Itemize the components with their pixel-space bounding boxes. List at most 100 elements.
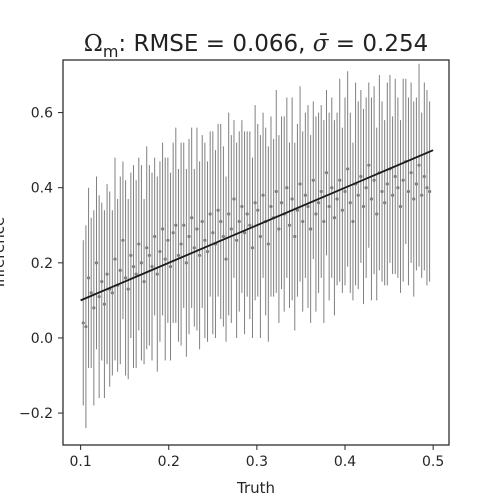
data-point bbox=[171, 231, 175, 235]
data-point bbox=[245, 212, 249, 216]
data-point bbox=[174, 223, 178, 227]
data-point bbox=[200, 219, 204, 224]
data-point bbox=[158, 249, 162, 254]
data-point bbox=[380, 189, 384, 194]
y-tick-label: 0.0 bbox=[31, 331, 53, 347]
data-point bbox=[372, 178, 376, 182]
data-point bbox=[356, 193, 360, 197]
data-point bbox=[248, 223, 252, 227]
data-point bbox=[142, 280, 146, 284]
data-point bbox=[340, 208, 344, 212]
data-point bbox=[346, 167, 350, 171]
data-point bbox=[126, 287, 130, 291]
data-point bbox=[343, 189, 347, 194]
data-point bbox=[123, 276, 128, 280]
data-point bbox=[224, 257, 228, 261]
data-point bbox=[129, 253, 133, 257]
data-point bbox=[216, 208, 220, 212]
data-point bbox=[227, 212, 231, 216]
data-point bbox=[285, 186, 289, 190]
x-tick-label: 0.4 bbox=[334, 454, 356, 470]
data-point bbox=[256, 208, 260, 212]
data-point bbox=[261, 193, 265, 197]
data-point bbox=[118, 268, 122, 272]
data-point bbox=[192, 246, 196, 250]
data-point bbox=[184, 261, 188, 265]
plot-marks bbox=[80, 63, 434, 429]
data-point bbox=[420, 193, 424, 197]
data-point bbox=[84, 325, 88, 329]
x-tick-label: 0.2 bbox=[158, 454, 180, 470]
title-symbol: Ω bbox=[84, 31, 103, 57]
data-point bbox=[290, 197, 294, 201]
data-point bbox=[332, 216, 337, 220]
data-point bbox=[166, 238, 170, 242]
data-point bbox=[219, 219, 223, 224]
data-point bbox=[361, 204, 366, 209]
data-point bbox=[203, 238, 207, 242]
data-point bbox=[295, 208, 300, 212]
data-point bbox=[205, 249, 210, 254]
data-point bbox=[92, 306, 96, 310]
plot-frame bbox=[62, 59, 450, 446]
data-point bbox=[240, 204, 244, 209]
y-tick-label: 0.2 bbox=[31, 256, 53, 272]
data-point bbox=[89, 291, 93, 295]
data-point bbox=[422, 174, 426, 179]
data-point bbox=[145, 246, 149, 250]
data-point bbox=[367, 163, 371, 167]
data-point bbox=[208, 212, 212, 216]
data-point bbox=[398, 204, 403, 209]
data-point bbox=[390, 193, 395, 197]
axes-layer: 0.1 0.2 0.3 0.4 0.5 −0.2 0.0 0.2 0.4 0.6 bbox=[19, 59, 450, 470]
data-point bbox=[324, 171, 329, 175]
data-point bbox=[409, 171, 413, 175]
data-point bbox=[274, 189, 278, 194]
data-point bbox=[110, 291, 114, 295]
data-point bbox=[197, 253, 202, 257]
data-point bbox=[250, 246, 255, 250]
data-point bbox=[319, 189, 323, 194]
data-point bbox=[309, 227, 313, 231]
data-point bbox=[195, 227, 199, 231]
data-point bbox=[338, 178, 342, 182]
data-point bbox=[211, 231, 215, 235]
y-tick-label: −0.2 bbox=[19, 406, 53, 422]
data-point bbox=[327, 204, 331, 209]
data-point bbox=[176, 253, 181, 257]
data-point bbox=[369, 197, 374, 201]
title-sigma: σ̄ bbox=[313, 31, 330, 57]
data-point bbox=[86, 276, 91, 280]
data-point bbox=[401, 178, 405, 182]
data-point bbox=[406, 189, 411, 194]
data-point bbox=[385, 182, 389, 186]
x-tick-label: 0.5 bbox=[422, 454, 444, 470]
title-subscript: m bbox=[103, 42, 119, 61]
data-point bbox=[235, 238, 239, 242]
data-point bbox=[81, 321, 85, 325]
data-point bbox=[298, 182, 302, 186]
data-point bbox=[134, 272, 138, 276]
data-point bbox=[277, 227, 281, 231]
data-point bbox=[160, 227, 165, 231]
data-point bbox=[303, 193, 307, 197]
data-point bbox=[383, 201, 387, 205]
data-point bbox=[100, 280, 104, 284]
data-point bbox=[301, 219, 305, 224]
data-point bbox=[153, 234, 157, 239]
x-tick-label: 0.3 bbox=[246, 454, 268, 470]
x-axis-label: Truth bbox=[236, 479, 275, 497]
data-point bbox=[105, 272, 109, 276]
data-point bbox=[428, 189, 432, 194]
data-point bbox=[417, 163, 421, 167]
data-point bbox=[306, 204, 310, 209]
data-point bbox=[232, 197, 236, 201]
y-axis-label: Inference bbox=[0, 217, 8, 288]
title-rest: : RMSE = 0.066, bbox=[118, 31, 312, 57]
data-point bbox=[229, 227, 233, 231]
data-point bbox=[258, 234, 263, 239]
data-point bbox=[121, 238, 125, 242]
data-point bbox=[237, 219, 241, 224]
data-point bbox=[287, 223, 292, 227]
